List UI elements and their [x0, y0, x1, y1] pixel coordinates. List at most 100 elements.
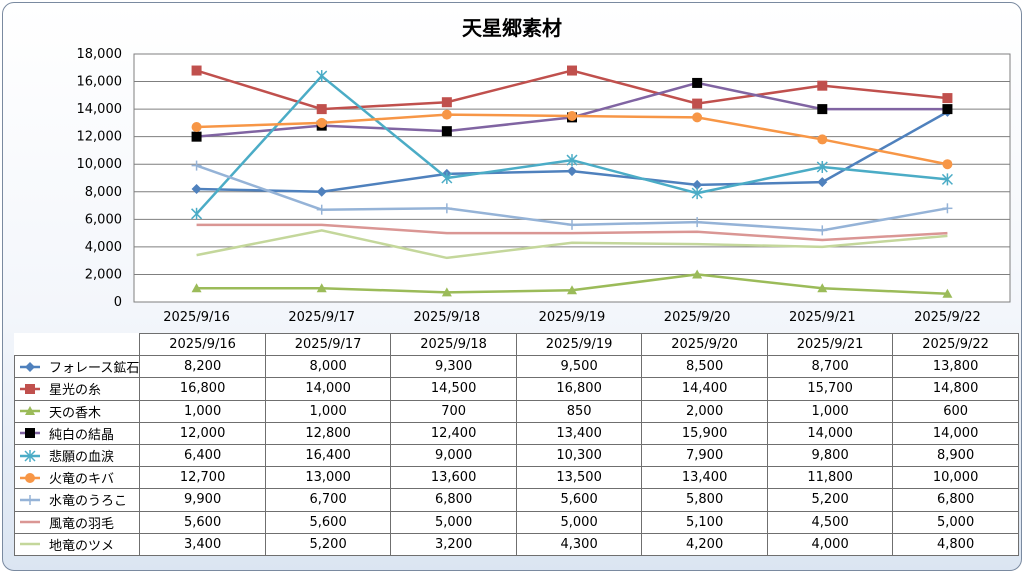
data-point-s6-7	[942, 159, 953, 170]
legend-label: 地竜のツメ	[49, 538, 115, 554]
data-point-s1-5	[692, 179, 703, 190]
table-row: 火竜のキバ 12,700 13,000 13,600 13,500 13,400 11,80…	[13, 466, 1019, 490]
y-tick-label-8000: 8,000	[85, 185, 122, 200]
table-cell-value: 6,800	[892, 488, 1019, 512]
table-cell-value: 9,500	[515, 355, 643, 379]
table-cell-value: 16,800	[515, 377, 643, 401]
table-cell-value: 12,400	[390, 421, 517, 445]
table-header-date: 2025/9/19	[515, 332, 643, 357]
data-point-s6-2	[316, 117, 327, 128]
legend-entry: 火竜のキバ	[13, 466, 141, 490]
table-cell-value: 5,200	[264, 532, 392, 556]
legend-label: 天の香木	[49, 405, 102, 421]
data-point-s3-4	[567, 285, 577, 295]
legend-marker-7	[25, 494, 35, 505]
table-cell-value: 5,200	[766, 488, 894, 512]
table-cell-value: 600	[892, 399, 1019, 423]
table-cell-value: 5,600	[515, 488, 643, 512]
legend-marker-4	[25, 428, 35, 439]
table-header-date: 2025/9/22	[892, 332, 1019, 357]
data-point-s5-4	[566, 154, 578, 167]
data-point-s1-4	[567, 166, 577, 177]
x-tick-label-2025-9-21: 2025/9/21	[789, 310, 856, 325]
table-cell-value: 1,000	[264, 399, 392, 423]
legend-key-4	[20, 428, 40, 439]
table-cell-value: 5,000	[892, 510, 1019, 534]
table-header-date: 2025/9/18	[390, 332, 517, 357]
table-cell-value: 5,600	[139, 510, 266, 534]
data-point-s1-6	[817, 177, 828, 188]
table-cell-value: 15,900	[641, 421, 768, 445]
table-header-date: 2025/9/21	[766, 332, 894, 357]
legend-entry: 純白の結晶	[13, 421, 141, 445]
data-point-s4-5	[692, 77, 703, 88]
table-cell-value: 14,000	[264, 377, 392, 401]
legend-marker-1	[25, 361, 35, 372]
data-point-s3-5	[692, 269, 703, 279]
table-cell-value: 12,700	[139, 466, 266, 490]
x-tick-label-2025-9-16: 2025/9/16	[163, 310, 230, 325]
table-cell-value: 8,000	[264, 355, 392, 379]
table-cell-value: 5,000	[515, 510, 643, 534]
data-table-corner	[15, 334, 140, 356]
data-point-s5-6	[816, 160, 828, 173]
table-cell-value: 6,400	[139, 443, 266, 468]
table-cell-value: 3,200	[390, 532, 517, 556]
data-point-s6-5	[692, 112, 703, 123]
legend-marker-6	[25, 472, 35, 483]
table-cell-value: 9,800	[766, 443, 894, 468]
data-point-s7-7	[942, 203, 953, 214]
data-table-header-row: 2025/9/16 2025/9/17 2025/9/18 2025/9/19 2025…	[15, 332, 1019, 357]
data-table: 2025/9/16 2025/9/17 2025/9/18 2025/9/19 2025…	[13, 332, 1019, 556]
table-cell-value: 4,200	[641, 532, 768, 556]
data-point-s7-1	[191, 160, 202, 171]
table-cell-value: 8,900	[892, 443, 1019, 468]
table-cell-value: 8,700	[766, 355, 894, 379]
table-cell-value: 10,300	[515, 443, 643, 468]
table-cell-value: 4,300	[515, 532, 643, 556]
data-point-s5-7	[941, 173, 953, 186]
table-cell-value: 11,800	[766, 466, 894, 490]
table-cell-value: 14,800	[892, 377, 1019, 401]
legend-entry: 星光の糸	[13, 377, 141, 401]
y-tick-label-2000: 2,000	[85, 267, 122, 282]
legend-key-7	[20, 494, 40, 505]
data-point-s7-4	[567, 219, 577, 230]
table-cell-value: 6,800	[390, 488, 517, 512]
data-point-s7-2	[316, 204, 327, 215]
data-point-s7-6	[817, 225, 828, 236]
table-cell-value: 700	[390, 399, 517, 423]
table-row: 星光の糸 16,800 14,000 14,500 16,800 14,400 15,700…	[13, 377, 1019, 401]
data-point-s4-6	[817, 104, 828, 115]
table-cell-value: 14,000	[766, 421, 894, 445]
data-point-s5-1	[191, 207, 203, 220]
legend-entry: フォレース鉱石	[13, 355, 141, 379]
table-row: 風竜の羽毛 5,600 5,600 5,000 5,000 5,100 4,500 5,000	[13, 510, 1019, 534]
table-cell-value: 3,400	[139, 532, 266, 556]
table-cell-value: 16,800	[139, 377, 266, 401]
legend-entry: 悲願の血涙	[13, 443, 141, 468]
data-point-s3-1	[191, 283, 202, 293]
table-cell-value: 10,000	[892, 466, 1019, 490]
legend-entry: 地竜のツメ	[13, 532, 141, 556]
data-point-s7-5	[692, 217, 703, 228]
legend-key-9	[20, 543, 40, 546]
table-cell-value: 4,000	[766, 532, 894, 556]
data-point-s3-2	[316, 283, 327, 293]
data-point-s7-3	[441, 203, 452, 214]
table-cell-value: 5,600	[264, 510, 392, 534]
table-row: 地竜のツメ 3,400 5,200 3,200 4,300 4,200 4,000 4,800	[13, 532, 1019, 556]
table-cell-value: 1,000	[139, 399, 266, 423]
data-point-s6-1	[191, 122, 202, 133]
table-cell-value: 8,500	[641, 355, 768, 379]
data-point-s3-7	[942, 288, 953, 298]
table-cell-value: 4,800	[892, 532, 1019, 556]
data-point-s2-3	[441, 97, 452, 108]
table-cell-value: 14,000	[892, 421, 1019, 445]
table-cell-value: 2,000	[641, 399, 768, 423]
table-cell-value: 7,900	[641, 443, 768, 468]
legend-label: 星光の糸	[49, 383, 102, 399]
table-cell-value: 850	[515, 399, 643, 423]
data-point-s1-2	[316, 186, 327, 197]
x-tick-label-2025-9-20: 2025/9/20	[664, 310, 731, 325]
